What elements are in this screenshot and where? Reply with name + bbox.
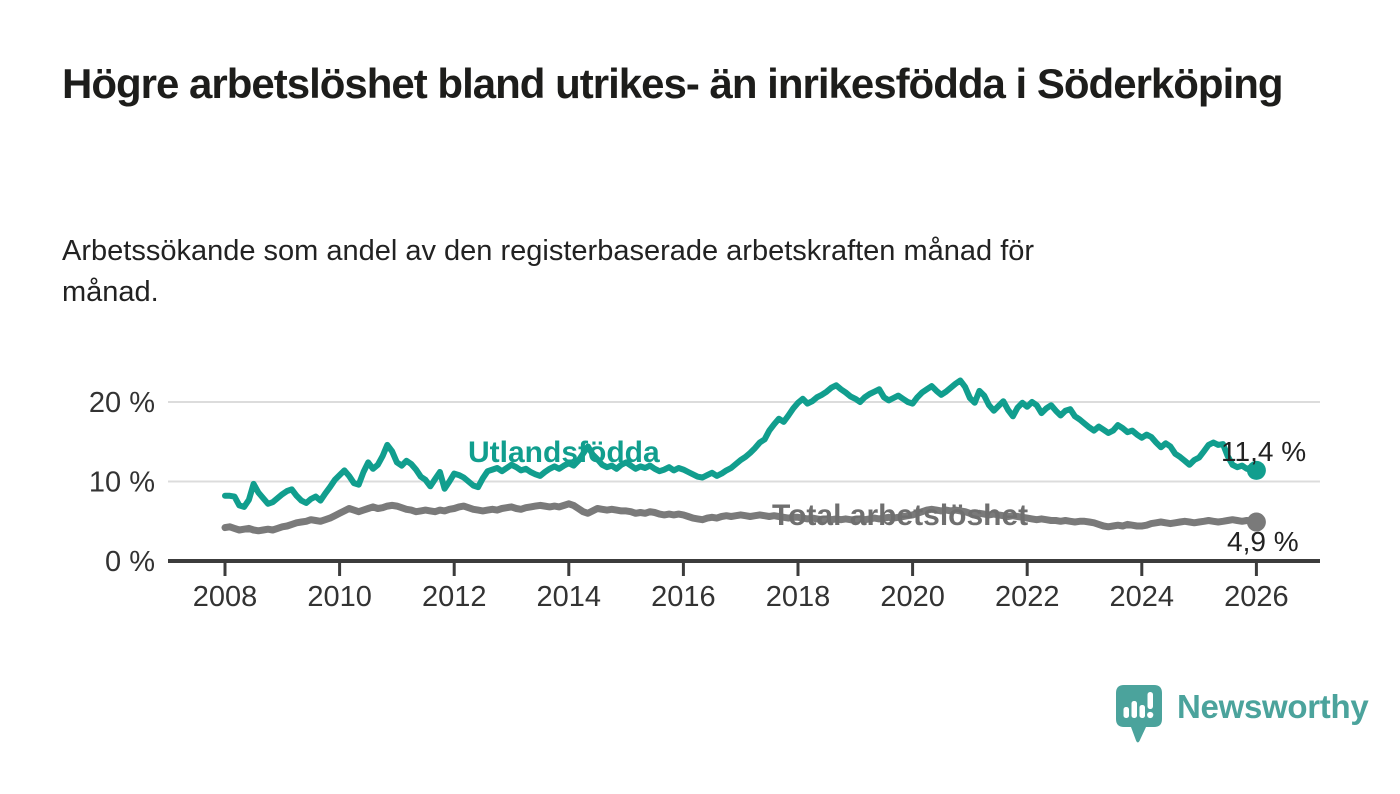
bar-chart-icon: [1123, 692, 1154, 719]
series-label-utlandsfodda: Utlandsfödda: [468, 436, 660, 469]
x-tick-label: 2020: [880, 581, 945, 613]
series-line-total-arbetsloshet: [221, 500, 1260, 535]
x-tick-label: 2016: [651, 581, 716, 613]
x-tick-label: 2022: [995, 581, 1060, 613]
end-value-label-utlandsfodda: 11,4 %: [1221, 436, 1307, 467]
newsworthy-logo: Newsworthy: [1115, 684, 1369, 746]
chart-title: Högre arbetslöshet bland utrikes- än inr…: [62, 60, 1284, 107]
series-line-utlandsfodda: [222, 377, 1260, 510]
x-tick-label: 2026: [1224, 581, 1289, 613]
speech-bubble-shape: [1116, 685, 1162, 743]
chart-subtitle: Arbetssökande som andel av den registerb…: [62, 235, 1035, 309]
x-tick-label: 2010: [307, 581, 372, 613]
series-end-dot-total-arbetsloshet: [1246, 512, 1266, 532]
x-tick-label: 2012: [422, 581, 487, 613]
newsworthy-logo-text: Newsworthy: [1177, 688, 1369, 725]
x-tick-label: 2024: [1110, 581, 1175, 613]
y-tick-label: 10 %: [89, 467, 155, 499]
series-label-total-arbetsloshet: Total arbetslöshet: [772, 499, 1029, 532]
x-tick-label: 2014: [537, 581, 602, 613]
y-tick-label: 20 %: [89, 387, 155, 419]
end-value-label-total-arbetsloshet: 4,9 %: [1227, 526, 1299, 557]
series-end-dot-utlandsfodda: [1246, 460, 1266, 480]
x-tick-label: 2018: [766, 581, 831, 613]
x-tick-label: 2008: [193, 581, 258, 613]
newsworthy-logo-icon: [1116, 685, 1162, 743]
y-tick-label: 0 %: [105, 546, 155, 578]
